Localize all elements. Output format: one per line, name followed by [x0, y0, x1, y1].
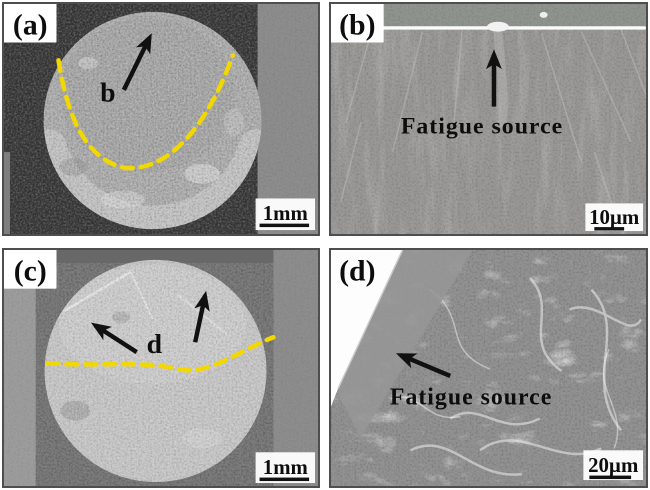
propagation-arrow-left	[90, 322, 138, 355]
panel-c-specimen	[44, 259, 267, 483]
propagation-arrow-up	[192, 290, 210, 343]
panel-b-micrograph: Fatigue source (b) 10µm	[329, 2, 648, 236]
svg-text:(b): (b)	[339, 10, 375, 42]
scale-bar-c: 1mm	[255, 452, 316, 484]
annotation-d: d	[147, 329, 163, 360]
panel-a-specimen	[43, 11, 262, 230]
svg-text:1mm: 1mm	[263, 203, 308, 225]
panel-d-micrograph: Fatigue source (d) 20µm	[329, 248, 648, 488]
panel-label-a: (a)	[4, 4, 57, 43]
fatigue-source-arrow	[395, 353, 452, 378]
svg-text:(a): (a)	[13, 10, 48, 42]
fatigue-boundary-dashed-line	[56, 53, 236, 171]
fatigue-boundary-dashed-line	[45, 335, 276, 373]
propagation-arrow	[121, 33, 152, 91]
svg-text:(d): (d)	[339, 255, 375, 288]
panel-label-c: (c)	[4, 250, 57, 289]
annotation-b: b	[100, 77, 115, 108]
panel-label-b: (b)	[331, 4, 384, 43]
svg-text:20µm: 20µm	[588, 453, 638, 477]
svg-text:1mm: 1mm	[263, 455, 308, 479]
annotation-fatigue-source: Fatigue source	[390, 385, 552, 411]
panel-label-d: (d)	[339, 255, 375, 288]
scale-bar-b: 10µm	[585, 203, 644, 232]
panel-d-background-texture	[331, 250, 646, 486]
annotation-fatigue-source: Fatigue source	[401, 113, 563, 139]
panel-a-micrograph: b (a) 1mm	[2, 2, 320, 236]
scale-bar-d: 20µm	[583, 450, 644, 481]
scale-bar-a: 1mm	[255, 198, 316, 231]
specimen-corner-edge	[331, 250, 403, 407]
svg-text:(c): (c)	[14, 256, 47, 288]
svg-text:10µm: 10µm	[589, 206, 639, 229]
panel-c-micrograph: d (c) 1mm	[2, 248, 320, 488]
